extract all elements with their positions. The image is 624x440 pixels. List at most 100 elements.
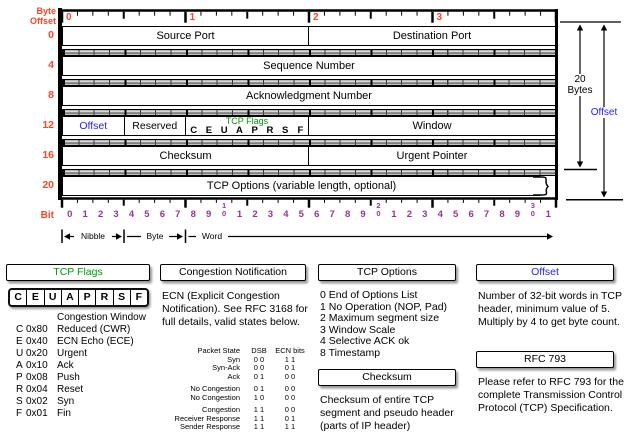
tcp-flag-letter: A [235, 125, 243, 136]
bit-number-ones: 0 [530, 208, 535, 218]
tcp-option-item: 4 Selective ACK ok [320, 335, 410, 347]
bit-label: Bit [40, 210, 54, 221]
ecn-state-row-cell: Ack [227, 371, 240, 381]
legend-flag-letter: R [96, 290, 114, 305]
row-tcp-options: TCP Options (variable length, optional) [62, 176, 540, 196]
flag-hex: 0x01 [26, 408, 48, 419]
field-tcp-options: TCP Options (variable length, optional) [206, 180, 397, 192]
flag-definition-row: E 0x40 ECN Echo (ECE) [16, 336, 152, 348]
legend-offset-body: Number of 32-bit words in TCP header, mi… [478, 290, 622, 328]
byte-separator-bar [62, 138, 556, 146]
legend-congestion-title: Congestion Notification [160, 264, 306, 281]
legend-checksum-title: Checksum [318, 369, 456, 386]
flag-letter: E [16, 336, 23, 347]
legend-flag-letter: S [114, 290, 131, 305]
svg-text:1: 1 [190, 12, 196, 23]
flag-letter: C [16, 324, 24, 335]
field-acknowledgment-number: Acknowledgment Number [246, 90, 372, 102]
bit-number: 3 [113, 209, 119, 220]
legend-tcp-flags-title: TCP Flags [6, 264, 150, 281]
bit-number: 8 [499, 209, 505, 220]
tcp-flag-letter: C [190, 125, 198, 136]
ecn-state-row-cell: 0 0 [284, 405, 296, 414]
ecn-state-row-cell: 0 0 [284, 384, 296, 393]
ecn-state-row-cell: 1 0 [253, 392, 265, 402]
tcp-flag-letter: E [205, 125, 213, 136]
ecn-state-row-cell: 0 0 [253, 354, 265, 364]
bit-number: 8 [190, 209, 196, 220]
bit-number: 3 [267, 209, 274, 220]
legend-tcp-options-title: TCP Options [318, 264, 456, 281]
flag-definition-row: P 0x08 Push [16, 372, 152, 384]
ecn-state-row: Ack 0 1 0 0 [160, 371, 308, 382]
bit-number: 4 [283, 209, 289, 220]
flag-definition-row: A 0x10 Ack [16, 360, 152, 372]
tcp-option-item: 0 End of Options List [320, 289, 418, 301]
field-reserved: Reserved [125, 117, 186, 135]
ecn-state-row-cell: 0 1 [284, 363, 296, 372]
tcp-option-item: 1 No Operation (NOP, Pad) [320, 300, 448, 313]
flag-letter: S [16, 396, 23, 407]
word-label: Word [196, 231, 228, 241]
tcp-flag-letter: S [281, 125, 289, 136]
flag-desc: Ack [57, 360, 74, 371]
legend-rfc793-body: Please refer to RFC 793 for the complete… [478, 376, 624, 414]
bit-number: 6 [159, 209, 165, 220]
flag-letter [16, 312, 26, 324]
flag-definition-row: S 0x02 Syn [16, 396, 152, 408]
svg-text:0: 0 [66, 12, 72, 23]
flag-hex: 0x08 [26, 372, 48, 383]
legend-flag-letter: C [10, 290, 28, 305]
bit-number: 3 [422, 209, 428, 220]
offset-arrow-label: Offset [585, 107, 623, 118]
tcp-flag-letter: P [251, 125, 258, 136]
ecn-state-row: Receiver Response 1 1 0 1 [160, 413, 308, 424]
ecn-state-row-cell: 1 1 [253, 413, 265, 423]
legend-congestion-body: ECN (Explicit Congestion Notification). … [162, 290, 308, 328]
ecn-state-row-cell: 0 0 [284, 371, 296, 381]
tcp-option-item: 3 Window Scale [320, 323, 396, 336]
flag-definition-row: C 0x80 Reduced (CWR) [16, 324, 152, 336]
field-urgent-pointer: Urgent Pointer [396, 150, 468, 162]
flag-desc: Congestion Window [57, 312, 146, 323]
flag-hex [26, 312, 57, 324]
legend-flag-letter: U [45, 290, 62, 305]
byte-offset-4: 4 [48, 59, 54, 71]
bit-number: 6 [314, 209, 320, 220]
ecn-state-row-cell: No Congestion [190, 392, 240, 402]
field-window: Window [412, 120, 452, 132]
row-ports: Source Port Destination Port [62, 26, 556, 46]
bit-number: 2 [406, 209, 412, 220]
flag-letter: A [16, 360, 23, 371]
right-edge-line [554, 9, 558, 200]
bit-number: 7 [175, 209, 181, 220]
flag-hex: 0x40 [26, 336, 48, 347]
flag-desc: Syn [57, 396, 75, 407]
flag-definition-row: Congestion Window [16, 312, 152, 324]
svg-text:2: 2 [313, 12, 319, 23]
flag-hex: 0x80 [26, 324, 48, 335]
byte-separator-bar [62, 78, 556, 86]
ecn-state-row-cell: 1 1 [253, 405, 265, 414]
ecn-state-row-cell: Receiver Response [174, 413, 240, 423]
ecn-header-row: Packet State DSB ECN bits [160, 346, 308, 356]
bit-number: 9 [514, 209, 521, 220]
flag-letter: U [16, 348, 24, 359]
ecn-state-row-cell: 0 1 [284, 413, 296, 423]
bit-number: 2 [252, 209, 258, 220]
bit-number: 5 [144, 209, 150, 220]
ecn-state-row-cell: 0 0 [284, 392, 296, 402]
ecn-state-row-cell: 1 1 [253, 422, 265, 431]
bit-number: 5 [298, 209, 304, 220]
bit-number: 9 [360, 209, 366, 220]
tcp-options-list: 0 End of Options List 1 No Operation (NOP… [320, 289, 460, 359]
bit-number: 1 [82, 209, 88, 220]
ecn-state-row-cell: 1 1 [284, 422, 296, 431]
field-source-port: Source Port [63, 27, 309, 45]
tcp-flag-letter: F [297, 125, 304, 136]
